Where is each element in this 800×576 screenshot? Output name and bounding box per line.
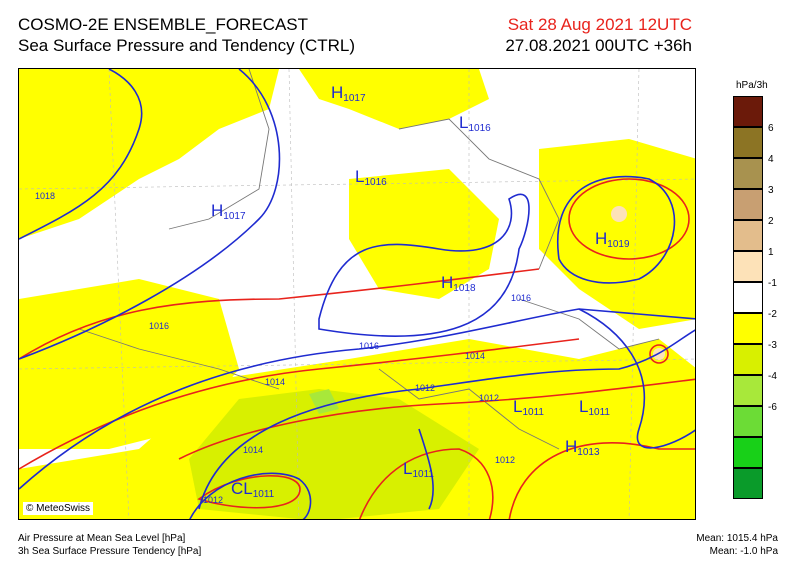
valid-time: Sat 28 Aug 2021 12UTC xyxy=(507,15,692,34)
isobar-label: 1016 xyxy=(149,321,170,331)
isobar-label: 1016 xyxy=(511,293,532,303)
tendency-area-nw xyxy=(19,69,279,239)
pressure-center-label: L1011 xyxy=(403,459,434,480)
legend-swatch xyxy=(733,189,763,220)
legend-label: 3 xyxy=(768,184,774,196)
legend-label: -2 xyxy=(768,308,777,320)
isobar-label: 1014 xyxy=(465,351,486,361)
isobar-label: 1012 xyxy=(203,495,224,505)
legend-swatch xyxy=(733,437,763,468)
run-time: 27.08.2021 00UTC +36h xyxy=(505,36,692,55)
pressure-center-label: H1018 xyxy=(441,273,476,294)
pressure-center-label: L1011 xyxy=(513,397,544,418)
legend-swatch xyxy=(733,127,763,158)
graticule xyxy=(19,69,695,519)
footer-mean-1: Mean: 1015.4 hPa xyxy=(696,533,778,544)
legend-label: -6 xyxy=(768,401,777,413)
footer-left: Air Pressure at Mean Sea Level [hPa] 3h … xyxy=(18,532,201,558)
isobar-label: 1014 xyxy=(265,377,286,387)
credit-label: © MeteoSwiss xyxy=(23,502,94,515)
tendency-spot-ne xyxy=(611,206,627,222)
legend-label: 4 xyxy=(768,153,774,165)
isobar-label: 1012 xyxy=(415,383,436,393)
chart-title: COSMO-2E ENSEMBLE_FORECAST Sea Surface P… xyxy=(18,14,355,56)
pressure-center-label: H1013 xyxy=(565,437,600,458)
pressure-center-label: H1017 xyxy=(331,83,366,104)
tendency-field-green xyxy=(189,389,479,519)
legend-label: 2 xyxy=(768,215,774,227)
footer-variable-2: 3h Sea Surface Pressure Tendency [hPa] xyxy=(18,546,202,557)
forecast-time: Sat 28 Aug 2021 12UTC 27.08.2021 00UTC +… xyxy=(505,14,692,56)
legend-swatch xyxy=(733,96,763,127)
tendency-area-west xyxy=(19,279,239,449)
legend-label: -4 xyxy=(768,370,777,382)
legend-swatch xyxy=(733,282,763,313)
legend-label: -1 xyxy=(768,277,777,289)
footer-variable-1: Air Pressure at Mean Sea Level [hPa] xyxy=(18,533,186,544)
footer-mean-2: Mean: -1.0 hPa xyxy=(709,546,778,557)
legend-label: 1 xyxy=(768,246,774,258)
map-canvas xyxy=(19,69,695,519)
legend-swatch xyxy=(733,344,763,375)
isobar-label: 1016 xyxy=(359,341,380,351)
title-line-2: Sea Surface Pressure and Tendency (CTRL) xyxy=(18,36,356,55)
legend-swatch xyxy=(733,220,763,251)
isobar-label: 1014 xyxy=(243,445,264,455)
footer-right: Mean: 1015.4 hPa Mean: -1.0 hPa xyxy=(696,532,778,558)
tendency-isolines xyxy=(19,178,695,519)
forecast-map[interactable]: H1017 L1016 L1016 H1017 H1019 H1018 L101… xyxy=(18,68,696,520)
tendency-area-ne xyxy=(539,139,695,329)
pressure-center-label: L1016 xyxy=(355,167,387,188)
title-line-1: COSMO-2E ENSEMBLE_FORECAST xyxy=(18,15,309,34)
legend-label: 6 xyxy=(768,122,774,134)
isobar-label: 1012 xyxy=(479,393,500,403)
legend-swatch xyxy=(733,468,763,499)
pressure-center-label: L1011 xyxy=(579,397,610,418)
legend-swatch xyxy=(733,313,763,344)
tendency-area-north xyxy=(299,69,489,129)
legend-swatch xyxy=(733,406,763,437)
isobar-label: 1012 xyxy=(495,455,516,465)
pressure-center-label: H1019 xyxy=(595,229,630,250)
isobars xyxy=(19,69,695,519)
tendency-area-south-green xyxy=(189,389,479,519)
legend-label: -3 xyxy=(768,339,777,351)
pressure-center-label: L1016 xyxy=(459,113,491,134)
isobar-label: 1018 xyxy=(35,191,56,201)
legend-swatch xyxy=(733,158,763,189)
legend-swatch xyxy=(733,251,763,282)
legend-unit: hPa/3h xyxy=(736,80,768,91)
tendency-area-center xyxy=(349,169,499,299)
pressure-center-label: H1017 xyxy=(211,201,246,222)
pressure-center-label: CL1011 xyxy=(231,479,275,500)
legend-swatch xyxy=(733,375,763,406)
